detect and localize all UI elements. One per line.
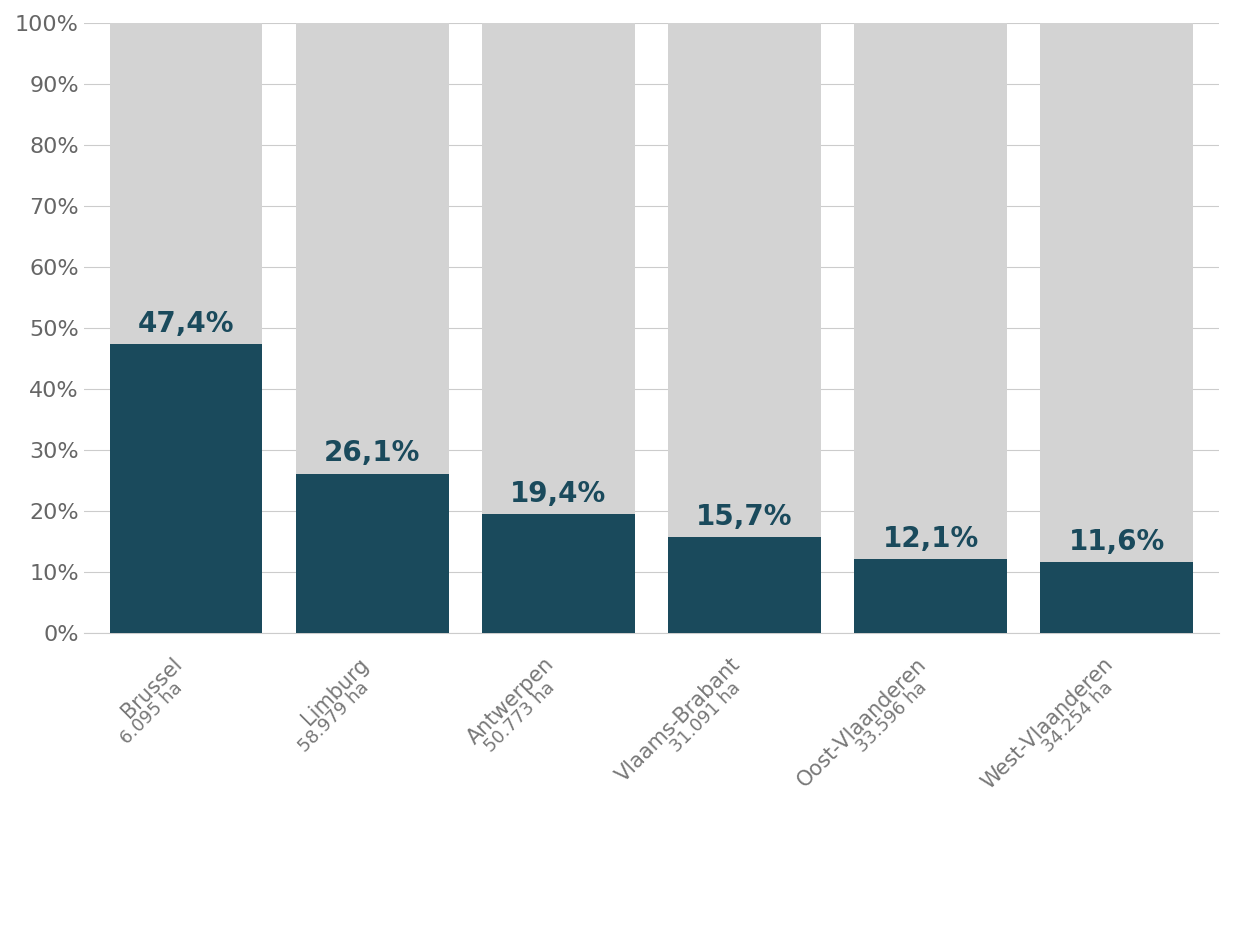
- Text: 50.773 ha: 50.773 ha: [481, 678, 558, 756]
- Bar: [482, 23, 634, 633]
- Text: 12,1%: 12,1%: [882, 524, 979, 552]
- Bar: [854, 23, 1007, 633]
- Bar: [1040, 562, 1193, 633]
- Bar: [668, 536, 821, 633]
- Bar: [482, 514, 634, 633]
- Text: Vlaams-Brabant: Vlaams-Brabant: [612, 654, 744, 786]
- Text: Oost-Vlaanderen: Oost-Vlaanderen: [793, 654, 930, 790]
- Text: 58.979 ha: 58.979 ha: [295, 678, 373, 756]
- Text: 6.095 ha: 6.095 ha: [117, 678, 186, 747]
- Text: Limburg: Limburg: [297, 654, 373, 729]
- Text: 19,4%: 19,4%: [510, 480, 606, 508]
- Text: 31.091 ha: 31.091 ha: [668, 678, 744, 756]
- Text: 47,4%: 47,4%: [138, 310, 234, 338]
- Bar: [110, 343, 263, 633]
- Text: 11,6%: 11,6%: [1069, 528, 1165, 556]
- Text: Antwerpen: Antwerpen: [464, 654, 558, 748]
- Bar: [668, 23, 821, 633]
- Text: West-Vlaanderen: West-Vlaanderen: [977, 654, 1117, 793]
- Text: 34.254 ha: 34.254 ha: [1039, 678, 1117, 756]
- Bar: [296, 474, 448, 633]
- Bar: [110, 23, 263, 633]
- Bar: [854, 559, 1007, 633]
- Text: 33.596 ha: 33.596 ha: [853, 678, 930, 756]
- Bar: [1040, 23, 1193, 633]
- Text: 26,1%: 26,1%: [325, 439, 421, 467]
- Text: Brussel: Brussel: [118, 654, 186, 722]
- Text: 15,7%: 15,7%: [696, 503, 792, 531]
- Bar: [296, 23, 448, 633]
